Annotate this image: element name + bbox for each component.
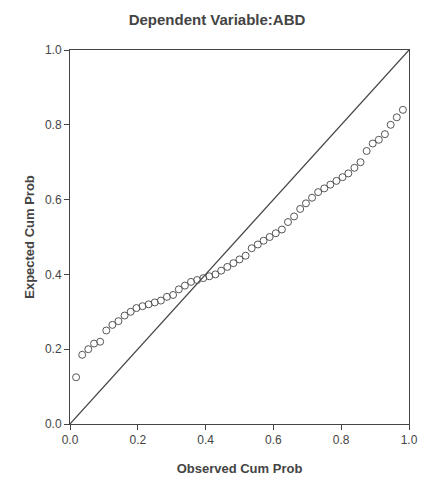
- svg-text:0.8: 0.8: [45, 118, 62, 132]
- svg-text:0.8: 0.8: [333, 433, 350, 447]
- svg-text:0.6: 0.6: [265, 433, 282, 447]
- svg-text:0.0: 0.0: [45, 417, 62, 431]
- svg-text:0.6: 0.6: [45, 193, 62, 207]
- svg-text:Dependent Variable:ABD: Dependent Variable:ABD: [129, 11, 306, 28]
- svg-text:0.4: 0.4: [197, 433, 214, 447]
- svg-text:Expected Cum Prob: Expected Cum Prob: [22, 175, 37, 299]
- svg-text:0.0: 0.0: [62, 433, 79, 447]
- svg-text:0.4: 0.4: [45, 268, 62, 282]
- svg-text:Observed Cum Prob: Observed Cum Prob: [177, 461, 303, 476]
- svg-text:0.2: 0.2: [129, 433, 146, 447]
- svg-text:0.2: 0.2: [45, 342, 62, 356]
- svg-text:1.0: 1.0: [45, 43, 62, 57]
- svg-text:1.0: 1.0: [401, 433, 418, 447]
